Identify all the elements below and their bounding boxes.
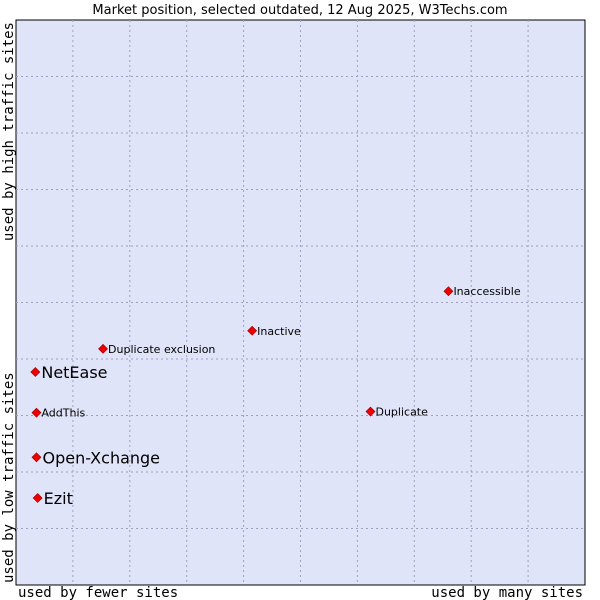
data-point-label: NetEase	[41, 363, 107, 382]
y-axis-label-bottom: used by low traffic sites	[1, 372, 17, 583]
data-point-marker	[443, 286, 454, 297]
data-point-label: Duplicate	[375, 406, 428, 419]
data-point-label: Inaccessible	[453, 285, 520, 298]
data-point-label: Inactive	[257, 325, 301, 338]
data-point-marker	[31, 452, 42, 463]
data-point-marker	[98, 343, 108, 354]
y-axis-label-top: used by high traffic sites	[1, 22, 17, 241]
data-point-marker	[32, 493, 43, 503]
x-axis-label-right: used by many sites	[431, 585, 583, 600]
data-point-label: Ezit	[44, 489, 73, 508]
data-point-label: Duplicate exclusion	[108, 343, 215, 356]
chart-title: Market position, selected outdated, 12 A…	[92, 3, 507, 18]
data-point-label: AddThis	[41, 407, 85, 420]
data-point-marker	[31, 407, 42, 418]
data-point-marker	[365, 406, 376, 417]
data-points: Inaccessible Inactive Duplicate exclusionN…	[30, 285, 521, 508]
data-point-label: Open-Xchange	[42, 448, 160, 467]
data-point-marker	[30, 367, 41, 377]
data-point-marker	[247, 325, 258, 336]
x-axis-label-left: used by fewer sites	[18, 585, 178, 600]
grid-lines	[16, 20, 585, 585]
